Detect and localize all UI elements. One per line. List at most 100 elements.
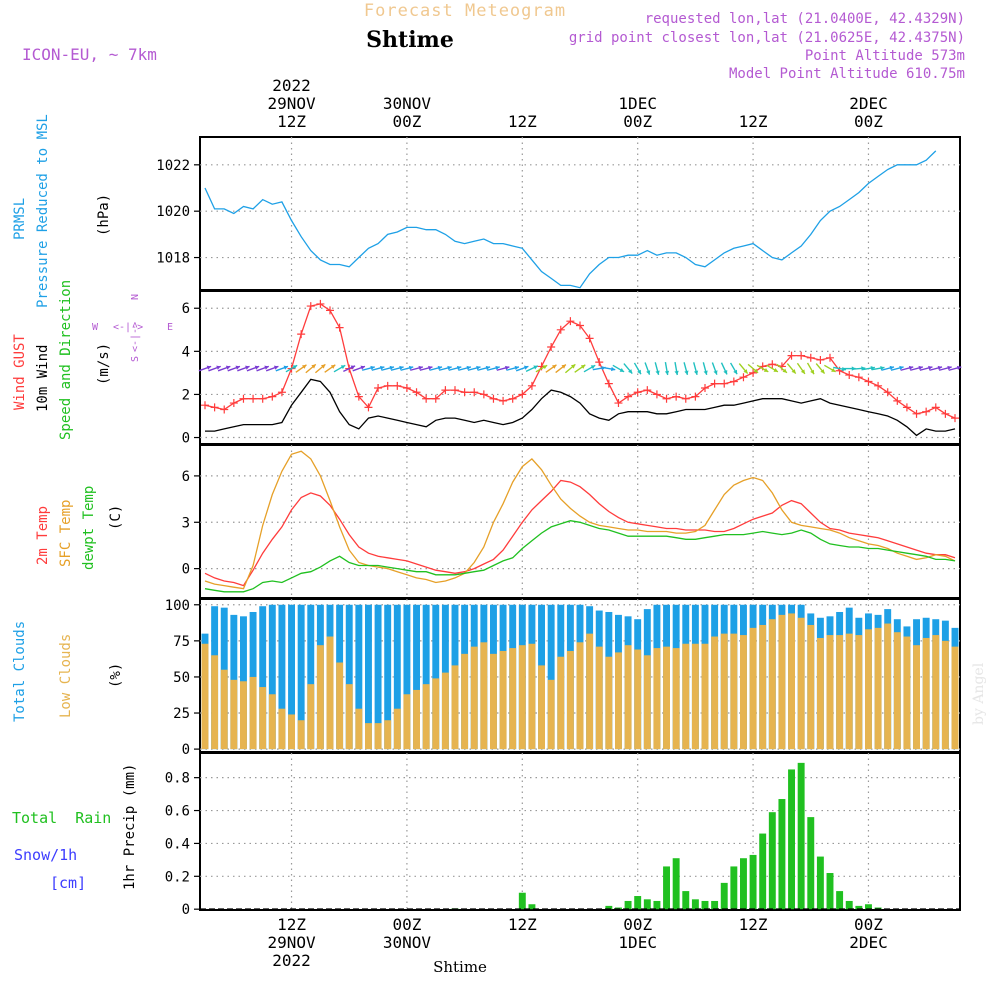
gust-marker-28 [470,388,479,397]
clouds-low-clouds-bar-29 [480,642,488,750]
wind-arrow-head-3 [235,365,240,370]
precip-total-rain-bar-47 [653,900,661,910]
clouds-ytick-label-2: 50 [173,670,190,686]
clouds-low-clouds-bar-31 [499,650,507,750]
wind-arrow-head-17 [370,365,375,371]
point-altitude: Point Altitude 573m [805,48,965,64]
clouds-total-clouds-bar-24 [432,604,440,750]
gust-marker-7 [268,392,277,401]
gust-marker-52 [701,383,709,392]
gust-marker-57 [749,368,758,377]
top-hour-1: 00Z [392,112,421,131]
gust-marker-24 [431,394,440,403]
gust-marker-44 [624,392,633,401]
gust-marker-70 [874,381,883,390]
snow-label: Snow/1h [14,846,77,864]
compass-west: W [92,322,99,333]
wind-arrow-head-16 [360,365,365,370]
clouds-low-clouds-bar-2 [220,669,228,750]
precip-total-rain-bar-45 [634,896,642,910]
wind-arrow-head-46 [646,370,651,375]
bottom-hour-2: 12Z [508,915,537,934]
precip-total-rain-bar-69 [865,904,872,910]
precip-total-rain-bar-46 [643,899,651,910]
bottom-hour-1: 00Z [392,915,421,934]
total-clouds-label: Total Clouds [12,621,28,722]
gust-marker-47 [652,390,661,399]
wind-arrow-head-14 [340,365,346,370]
clouds-ytick-label-4: 100 [165,598,190,614]
wind-arrow-head-20 [399,365,404,371]
gust-marker-65 [826,353,834,362]
bottom-date-5: 2DEC [849,933,888,952]
wind-arrow-head-52 [703,370,708,375]
clouds-low-clouds-bar-1 [211,655,219,750]
wind-arrow-head-23 [428,365,433,371]
precip-total-rain-bar-34 [528,904,536,910]
clouds-total-clouds-bar-16 [355,604,363,750]
gust-marker-71 [883,388,892,397]
pressure-panel: 1018 1020 1022 [156,136,961,291]
compass-east: E [167,322,173,333]
wind-arrow-head-49 [674,370,679,375]
clouds-low-clouds-bar-14 [336,662,344,750]
clouds-low-clouds-bar-56 [740,635,747,750]
clouds-low-clouds-bar-37 [557,656,565,750]
pressure-prmsl-line [204,150,937,289]
speed-direction-label: Speed and Direction [58,280,74,440]
gust-marker-30 [489,394,498,403]
clouds-low-clouds-bar-41 [595,646,603,750]
clouds-total-clouds-bar-19 [384,604,392,750]
wind-arrow-head-30 [495,365,500,371]
wind-arrow-head-39 [580,364,586,369]
clouds-low-clouds-bar-5 [249,676,257,750]
precip-ytick-label-0: 0 [182,902,190,918]
clouds-low-clouds-bar-76 [932,635,940,750]
clouds-low-clouds-bar-25 [441,672,449,750]
pressure-ytick-label-2: 1022 [156,158,190,174]
clouds-panel: 0 25 50 75 100 [165,598,961,758]
clouds-low-clouds-bar-49 [672,648,680,750]
wind-arrow-head-72 [899,365,904,371]
precip-total-rain-bar-33 [518,892,526,910]
wind-arrow-head-2 [225,365,231,370]
top-hour-3: 00Z [623,112,652,131]
wind-arrow-head-56 [743,369,748,374]
wind-ytick-label-1: 2 [182,387,190,403]
clouds-low-clouds-bar-4 [240,681,247,750]
top-date-0: 29NOV [267,94,316,113]
pressure-msl-label: Pressure Reduced to MSL [35,114,51,308]
precip-ytick-label-2: 0.4 [165,836,190,852]
clouds-low-clouds-bar-28 [470,646,478,750]
wind-arrow-head-50 [684,370,689,375]
wind-arrow-head-31 [504,365,510,371]
pressure-ytick-label-0: 1018 [156,251,190,267]
clouds-low-clouds-bar-36 [547,679,555,750]
clouds-low-clouds-bar-26 [451,665,459,750]
wind-arrow-head-7 [273,365,279,370]
clouds-low-clouds-bar-75 [922,637,930,750]
precip-total-rain-bar-43 [615,907,622,910]
temperature-ytick-label-1: 3 [182,515,190,531]
clouds-low-clouds-bar-67 [845,633,853,750]
clouds-low-clouds-bar-51 [691,643,699,750]
wind-arrow-head-12 [320,364,326,369]
precip-total-rain-bar-68 [855,905,863,910]
wind-arrow-head-8 [283,365,289,370]
top-hour-2: 12Z [508,112,537,131]
precip-total-rain-bar-55 [730,866,738,910]
clouds-labels: Total Clouds Low Clouds (%) [12,621,124,722]
clouds-total-clouds-bar-23 [422,604,430,750]
low-clouds-label: Low Clouds [58,634,74,718]
wind-arrow-head-64 [820,369,825,374]
wind-arrow-head-24 [437,365,443,371]
gust-marker-0 [201,401,209,410]
gust-marker-11 [306,302,315,311]
precip-total-rain-bar-70 [874,907,882,910]
temperature-2m-temp-line [204,479,956,587]
wind-arrow-head-13 [330,364,336,369]
top-hour-0: 12Z [277,112,306,131]
clouds-total-clouds-bar-21 [403,604,411,750]
